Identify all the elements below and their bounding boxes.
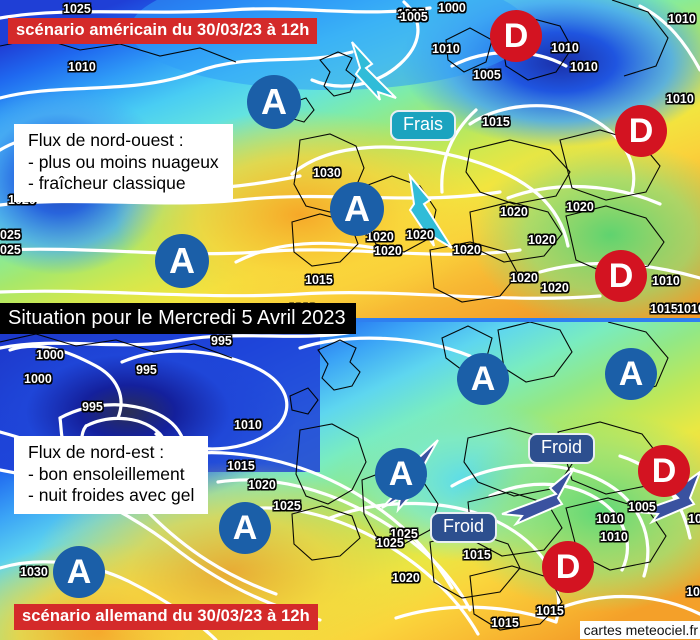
isobar-label: 1020 bbox=[541, 281, 569, 295]
banner-german-scenario: scénario allemand du 30/03/23 à 12h bbox=[14, 604, 318, 630]
isobar-label: 1010 bbox=[596, 512, 624, 526]
anticyclone-marker: A bbox=[219, 502, 271, 554]
isobar-label: 1005 bbox=[473, 68, 501, 82]
credit-label: cartes meteociel.fr bbox=[579, 621, 700, 639]
isobar-label: 1010 bbox=[666, 92, 694, 106]
isobar-label: 995 bbox=[136, 363, 157, 377]
isobar-label: 025 bbox=[0, 228, 21, 242]
isobar-label: 1020 bbox=[528, 233, 556, 247]
anticyclone-marker: A bbox=[155, 234, 209, 288]
isobar-label: 1020 bbox=[248, 478, 276, 492]
depression-marker: D bbox=[490, 10, 542, 62]
isobar-label: 1020 bbox=[366, 230, 394, 244]
isobar-label: 1015 bbox=[227, 459, 255, 473]
isobar-label: 1025 bbox=[63, 2, 91, 16]
isobar-label: 1010 bbox=[652, 274, 680, 288]
isobar-label: 995 bbox=[211, 334, 232, 348]
isobar-label: 1030 bbox=[20, 565, 48, 579]
isobar-label: 1025 bbox=[376, 536, 404, 550]
isobar-label: 1015 bbox=[650, 302, 678, 316]
isobar-label: 1015 bbox=[482, 115, 510, 129]
isobar-label: 1020 bbox=[406, 228, 434, 242]
isobar-label: 1015 bbox=[491, 616, 519, 630]
isobar-label: 1020 bbox=[500, 205, 528, 219]
depression-marker: D bbox=[595, 250, 647, 302]
anticyclone-marker: A bbox=[53, 546, 105, 598]
isobar-label: 1025 bbox=[390, 527, 418, 541]
isobar-label: 1020 bbox=[374, 244, 402, 258]
banner-situation-date: Situation pour le Mercredi 5 Avril 2023 bbox=[0, 303, 356, 334]
isobar-label: 1010 bbox=[668, 12, 696, 26]
anticyclone-marker: A bbox=[247, 75, 301, 129]
isobar-label: 1010 bbox=[234, 418, 262, 432]
isobar-label: 1010 bbox=[677, 302, 700, 316]
textbox-nordouest-summary: Flux de nord-ouest : - plus ou moins nua… bbox=[14, 124, 233, 203]
label-frais: Frais bbox=[390, 110, 456, 141]
label-froid: Froid bbox=[430, 512, 498, 543]
isobar-label: 1030 bbox=[313, 166, 341, 180]
isobar-label: 995 bbox=[82, 400, 103, 414]
isobar-label: 1010 bbox=[551, 41, 579, 55]
isobar-label: 1020 bbox=[566, 200, 594, 214]
isobar-label: 1010 bbox=[600, 530, 628, 544]
isobar-label: 1000 bbox=[24, 372, 52, 386]
isobar-label: 1000 bbox=[438, 1, 466, 15]
label-froid: Froid bbox=[528, 433, 596, 464]
anticyclone-marker: A bbox=[375, 448, 427, 500]
anticyclone-marker: A bbox=[457, 353, 509, 405]
isobar-label: 1015 bbox=[305, 273, 333, 287]
textbox-nordest-summary: Flux de nord-est : - bon ensoleillement … bbox=[14, 436, 209, 515]
isobar-label: 1010 bbox=[570, 60, 598, 74]
isobar-label: 1010 bbox=[686, 585, 700, 599]
isobar-label: 1005 bbox=[400, 10, 428, 24]
isobar-label: 1025 bbox=[273, 499, 301, 513]
isobar-label: 1010 bbox=[68, 60, 96, 74]
isobar-label: 1020 bbox=[510, 271, 538, 285]
isobar-label: 025 bbox=[0, 243, 21, 257]
isobar-label: 1005 bbox=[397, 7, 425, 21]
isobar-label: 1020 bbox=[453, 243, 481, 257]
banner-american-scenario: scénario américain du 30/03/23 à 12h bbox=[8, 18, 318, 44]
isobar-label: 1015 bbox=[463, 548, 491, 562]
isobar-label: 1000 bbox=[36, 348, 64, 362]
isobar-label: 1010 bbox=[688, 512, 700, 526]
anticyclone-marker: A bbox=[330, 182, 384, 236]
isobar-label: 1005 bbox=[628, 500, 656, 514]
anticyclone-marker: A bbox=[605, 348, 657, 400]
isobar-label: 1015 bbox=[536, 604, 564, 618]
depression-marker: D bbox=[615, 105, 667, 157]
depression-marker: D bbox=[638, 445, 690, 497]
isobar-label: 1010 bbox=[432, 42, 460, 56]
isobar-label: 1020 bbox=[392, 571, 420, 585]
depression-marker: D bbox=[542, 541, 594, 593]
